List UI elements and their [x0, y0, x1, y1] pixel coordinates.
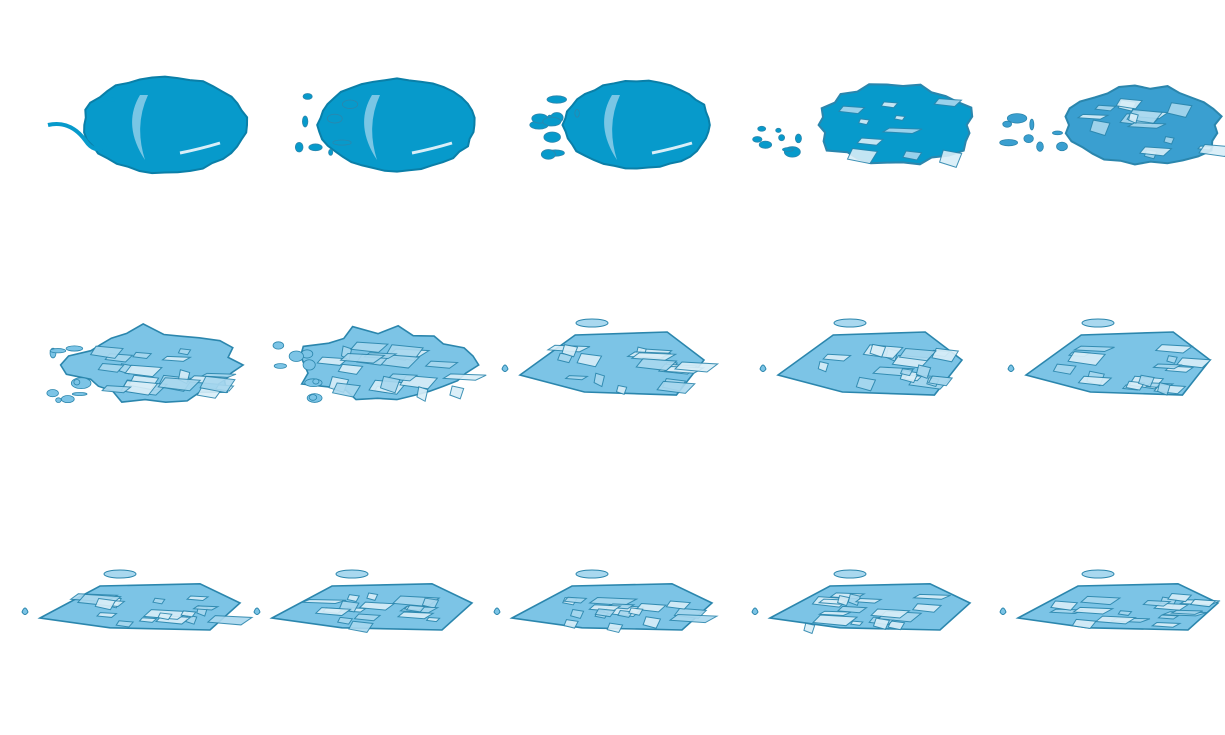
sprite-frame-04	[752, 83, 974, 168]
sprite-frame-07	[272, 324, 487, 403]
sprite-frame-10	[1007, 318, 1212, 396]
sprite-frame-02	[294, 77, 476, 173]
sprite-frame-01	[47, 75, 249, 175]
sprite-frame-15	[999, 569, 1221, 631]
sprite-frame-05	[999, 84, 1225, 166]
sprite-frame-03	[529, 79, 711, 170]
sprite-frame-06	[46, 322, 245, 404]
sprite-frame-08	[501, 318, 720, 396]
sprite-frame-09	[759, 318, 964, 396]
sprite-frame-12	[253, 569, 474, 633]
sprite-frame-14	[751, 569, 972, 635]
sprite-frame-11	[21, 569, 254, 631]
sprite-frame-13	[493, 569, 719, 634]
